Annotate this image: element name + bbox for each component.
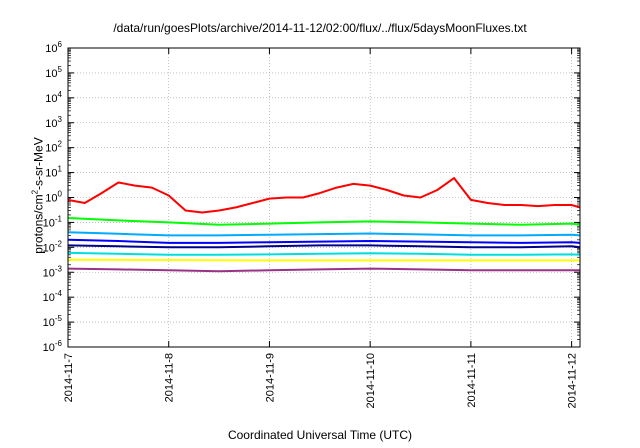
y-axis-label-rest: -s-sr-MeV [31, 137, 46, 190]
y-tick-label: 10-5 [43, 314, 63, 329]
x-tick-label: 2014-11-7 [63, 353, 75, 402]
series-line-0 [67, 177, 581, 214]
y-axis-label-base: protons/cm [31, 194, 46, 254]
y-tick-label: 105 [45, 65, 62, 80]
series-line-3 [67, 231, 581, 237]
series-line-6 [67, 258, 580, 262]
x-tick-label: 2014-11-10 [365, 353, 377, 408]
y-tick-label: 10-3 [43, 264, 63, 279]
series-line-1 [67, 217, 581, 226]
y-tick-label: 104 [45, 90, 62, 105]
y-tick-label: 103 [45, 115, 62, 130]
chart-title: /data/run/goesPlots/archive/2014-11-12/0… [113, 21, 527, 35]
series-line-7 [67, 267, 580, 273]
x-tick-label: 2014-11-9 [264, 353, 276, 402]
series-line-2 [67, 238, 581, 244]
y-tick-label: 106 [45, 40, 62, 55]
y-axis-label-sup: 2 [30, 189, 40, 195]
y-tick-label: 102 [45, 140, 62, 155]
x-tick-label: 2014-11-8 [164, 353, 176, 402]
x-axis-label: Coordinated Universal Time (UTC) [227, 428, 413, 442]
y-tick-label: 10-4 [43, 289, 63, 304]
y-axis-label: protons/cm2-s-sr-MeV [31, 96, 46, 296]
x-tick-label: 2014-11-11 [466, 353, 478, 408]
y-tick-label: 10-1 [43, 214, 63, 229]
x-tick-label: 2014-11-12 [567, 353, 579, 408]
y-tick-label: 100 [45, 190, 62, 205]
series-line-5 [67, 251, 581, 256]
plot-frame [67, 47, 581, 348]
y-tick-label: 101 [45, 165, 62, 180]
y-tick-label: 10-6 [43, 339, 63, 354]
y-tick-label: 10-2 [43, 239, 63, 254]
series-line-4 [67, 244, 581, 249]
